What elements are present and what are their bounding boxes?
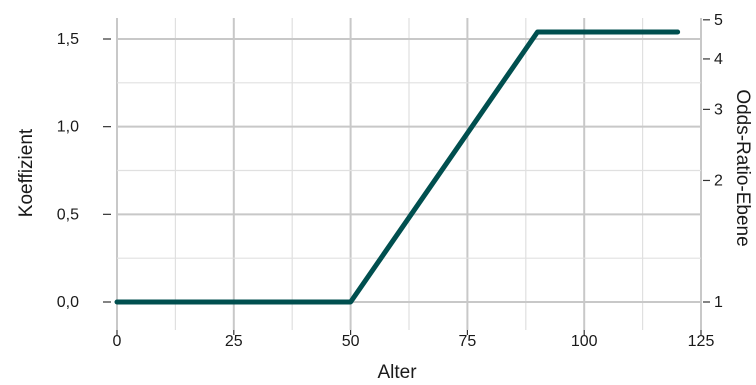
y2-tick-label: 2 [714,172,723,189]
y-tick-label: 0,5 [57,206,79,223]
y2-tick-label: 1 [714,294,723,311]
y2-axis-title: Odds-Ratio-Ebene [732,89,753,246]
x-axis-title: Alter [377,362,417,383]
y-tick-label: 1,0 [57,119,79,136]
grid [116,18,702,330]
series-line [114,29,681,305]
y2-tick-label: 5 [714,12,723,29]
x-tick-label: 125 [688,333,715,350]
y2-tick-label: 4 [714,51,723,68]
series-layer [114,29,681,305]
x-tick-label: 75 [459,333,477,350]
y-tick-label: 0,0 [57,294,79,311]
x-tick-label: 25 [225,333,243,350]
y-axis-title: Koeffizient [16,128,37,217]
y2-tick-label: 3 [714,101,723,118]
x-tick-label: 50 [342,333,360,350]
x-tick-label: 100 [571,333,598,350]
x-tick-label: 0 [113,333,122,350]
y-tick-label: 1,5 [57,31,79,48]
axes: 0 25 50 75 100 125 0,0 0,5 1,0 1,5 1 2 3 4 5 [57,12,723,350]
